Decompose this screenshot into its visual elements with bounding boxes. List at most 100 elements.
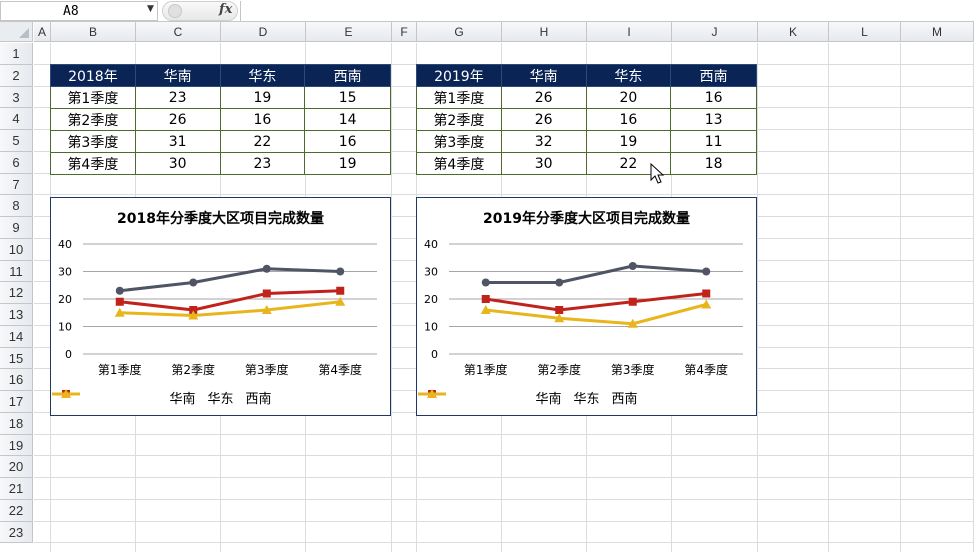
- table-cell[interactable]: 16: [219, 108, 306, 131]
- table-cell[interactable]: 15: [304, 86, 391, 109]
- column-header-b[interactable]: B: [51, 22, 136, 42]
- row-header-15[interactable]: 15: [0, 347, 33, 370]
- table-cell[interactable]: 第1季度: [416, 86, 502, 109]
- header-cell[interactable]: 华东: [585, 64, 672, 87]
- column-header-m[interactable]: M: [901, 22, 974, 42]
- row-header-17[interactable]: 17: [0, 391, 33, 413]
- header-cell[interactable]: 2018年: [50, 64, 136, 87]
- name-box[interactable]: A8 ▼: [0, 1, 158, 21]
- y-tick-label: 20: [58, 293, 72, 306]
- chart-2018[interactable]: 2018年分季度大区项目完成数量 0 10 20 30 40 第1季度 第2季度 第3季度 第4…: [50, 197, 391, 416]
- table-cell[interactable]: 19: [219, 86, 306, 109]
- table-cell[interactable]: 13: [670, 108, 757, 131]
- row-header-22[interactable]: 22: [0, 499, 33, 522]
- data-point: [627, 318, 638, 328]
- chart-2019[interactable]: 2019年分季度大区项目完成数量 0 10 20 30 40 第1季度 第2季度 第3季度 第4…: [416, 197, 757, 416]
- row-header-7[interactable]: 7: [0, 173, 33, 196]
- header-cell[interactable]: 西南: [670, 64, 757, 87]
- table-cell[interactable]: 14: [304, 108, 391, 131]
- table-cell[interactable]: 26: [500, 108, 587, 131]
- data-point: [115, 297, 124, 306]
- row-header-21[interactable]: 21: [0, 478, 33, 500]
- column-header-i[interactable]: I: [587, 22, 672, 42]
- column-header-a[interactable]: A: [34, 22, 51, 42]
- column-header-f[interactable]: F: [392, 22, 417, 42]
- row-header-3[interactable]: 3: [0, 86, 33, 109]
- table-cell[interactable]: 20: [585, 86, 672, 109]
- table-cell[interactable]: 第4季度: [50, 152, 136, 175]
- header-cell[interactable]: 华南: [500, 64, 587, 87]
- column-header-j[interactable]: J: [672, 22, 758, 42]
- table-row: 第2季度 26 16 13: [416, 108, 757, 131]
- row-header-20[interactable]: 20: [0, 456, 33, 478]
- legend-label: 华东: [573, 392, 600, 407]
- header-cell[interactable]: 2019年: [416, 64, 502, 87]
- row-header-19[interactable]: 19: [0, 434, 33, 457]
- row-header-9[interactable]: 9: [0, 217, 33, 239]
- table-cell[interactable]: 30: [500, 152, 587, 175]
- column-header-e[interactable]: E: [306, 22, 392, 42]
- column-header-k[interactable]: K: [758, 22, 829, 42]
- column-header-g[interactable]: G: [417, 22, 502, 42]
- column-header-c[interactable]: C: [136, 22, 221, 42]
- table-cell[interactable]: 30: [134, 152, 221, 175]
- table-row: 第4季度 30 23 19: [50, 152, 391, 175]
- table-cell[interactable]: 22: [219, 130, 306, 153]
- row-header-4[interactable]: 4: [0, 108, 33, 130]
- table-cell[interactable]: 26: [134, 108, 221, 131]
- table-cell[interactable]: 第3季度: [416, 130, 502, 153]
- chart-legend: 华南 华东 西南: [51, 388, 390, 407]
- chart-title: 2019年分季度大区项目完成数量: [483, 211, 690, 227]
- table-cell[interactable]: 16: [670, 86, 757, 109]
- table-cell[interactable]: 第3季度: [50, 130, 136, 153]
- row-header-2[interactable]: 2: [0, 64, 33, 87]
- table-cell[interactable]: 第2季度: [50, 108, 136, 131]
- row-header-14[interactable]: 14: [0, 325, 33, 348]
- table-cell[interactable]: 18: [670, 152, 757, 175]
- legend-label: 华南: [535, 392, 562, 407]
- header-cell[interactable]: 西南: [304, 64, 391, 87]
- header-cell[interactable]: 华南: [134, 64, 221, 87]
- column-header-l[interactable]: L: [829, 22, 901, 42]
- legend-label: 华南: [169, 392, 196, 407]
- table-cell[interactable]: 26: [500, 86, 587, 109]
- data-point: [701, 299, 712, 309]
- row-header-5[interactable]: 5: [0, 130, 33, 152]
- insert-function-icon[interactable]: fx: [219, 2, 233, 17]
- row-header-10[interactable]: 10: [0, 238, 33, 261]
- table-cell[interactable]: 16: [304, 130, 391, 153]
- table-cell[interactable]: 23: [219, 152, 306, 175]
- row-header-1[interactable]: 1: [0, 43, 33, 65]
- select-all-corner[interactable]: [0, 22, 33, 42]
- table-cell[interactable]: 31: [134, 130, 221, 153]
- row-header-8[interactable]: 8: [0, 195, 33, 217]
- table-cell[interactable]: 第1季度: [50, 86, 136, 109]
- column-header-h[interactable]: H: [502, 22, 587, 42]
- table-cell[interactable]: 22: [585, 152, 672, 175]
- header-cell[interactable]: 华东: [219, 64, 306, 87]
- row-header-16[interactable]: 16: [0, 369, 33, 391]
- row-header-6[interactable]: 6: [0, 151, 33, 174]
- chevron-down-icon[interactable]: ▼: [147, 4, 154, 14]
- row-header-23[interactable]: 23: [0, 521, 33, 544]
- table-cell[interactable]: 16: [585, 108, 672, 131]
- row-header-13[interactable]: 13: [0, 304, 33, 326]
- data-point: [262, 289, 271, 298]
- y-tick-label: 0: [65, 348, 72, 361]
- x-tick-label: 第4季度: [318, 362, 362, 377]
- table-cell[interactable]: 第2季度: [416, 108, 502, 131]
- y-tick-label: 20: [424, 293, 438, 306]
- table-cell[interactable]: 第4季度: [416, 152, 502, 175]
- formula-input[interactable]: [240, 1, 974, 21]
- table-cell[interactable]: 32: [500, 130, 587, 153]
- row-header-18[interactable]: 18: [0, 412, 33, 435]
- row-header-11[interactable]: 11: [0, 260, 33, 283]
- table-cell[interactable]: 19: [585, 130, 672, 153]
- series-line-华南: [485, 264, 707, 284]
- table-cell[interactable]: 23: [134, 86, 221, 109]
- column-header-d[interactable]: D: [221, 22, 306, 42]
- table-cell[interactable]: 19: [304, 152, 391, 175]
- table-cell[interactable]: 11: [670, 130, 757, 153]
- more-options-icon[interactable]: [168, 4, 182, 18]
- row-header-12[interactable]: 12: [0, 282, 33, 304]
